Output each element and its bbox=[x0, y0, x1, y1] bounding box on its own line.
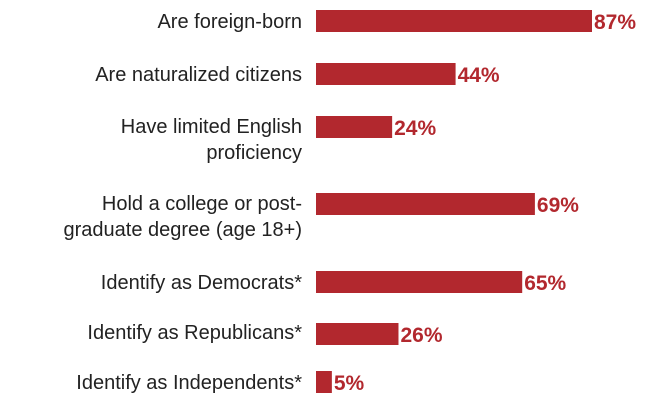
value-label: 5% bbox=[334, 372, 365, 395]
value-label: 44% bbox=[458, 64, 500, 87]
category-label: Are foreign-born bbox=[157, 11, 302, 33]
category-label: Identify as Republicans* bbox=[87, 322, 302, 344]
bar bbox=[316, 193, 535, 215]
bar bbox=[316, 10, 592, 32]
value-label: 26% bbox=[400, 324, 442, 347]
value-label: 87% bbox=[594, 11, 636, 34]
category-label: Hold a college or post- graduate degree … bbox=[63, 193, 302, 241]
category-label: Have limited English proficiency bbox=[120, 116, 302, 164]
category-label: Identify as Independents* bbox=[76, 372, 302, 394]
value-label: 69% bbox=[537, 194, 579, 217]
bar bbox=[316, 116, 393, 138]
bar bbox=[316, 323, 399, 345]
category-label: Are naturalized citizens bbox=[95, 64, 302, 86]
value-label: 24% bbox=[394, 117, 436, 140]
bar bbox=[316, 371, 332, 393]
bar bbox=[316, 63, 456, 85]
value-label: 65% bbox=[524, 272, 566, 295]
category-label: Identify as Democrats* bbox=[100, 272, 302, 294]
bar bbox=[316, 271, 523, 293]
